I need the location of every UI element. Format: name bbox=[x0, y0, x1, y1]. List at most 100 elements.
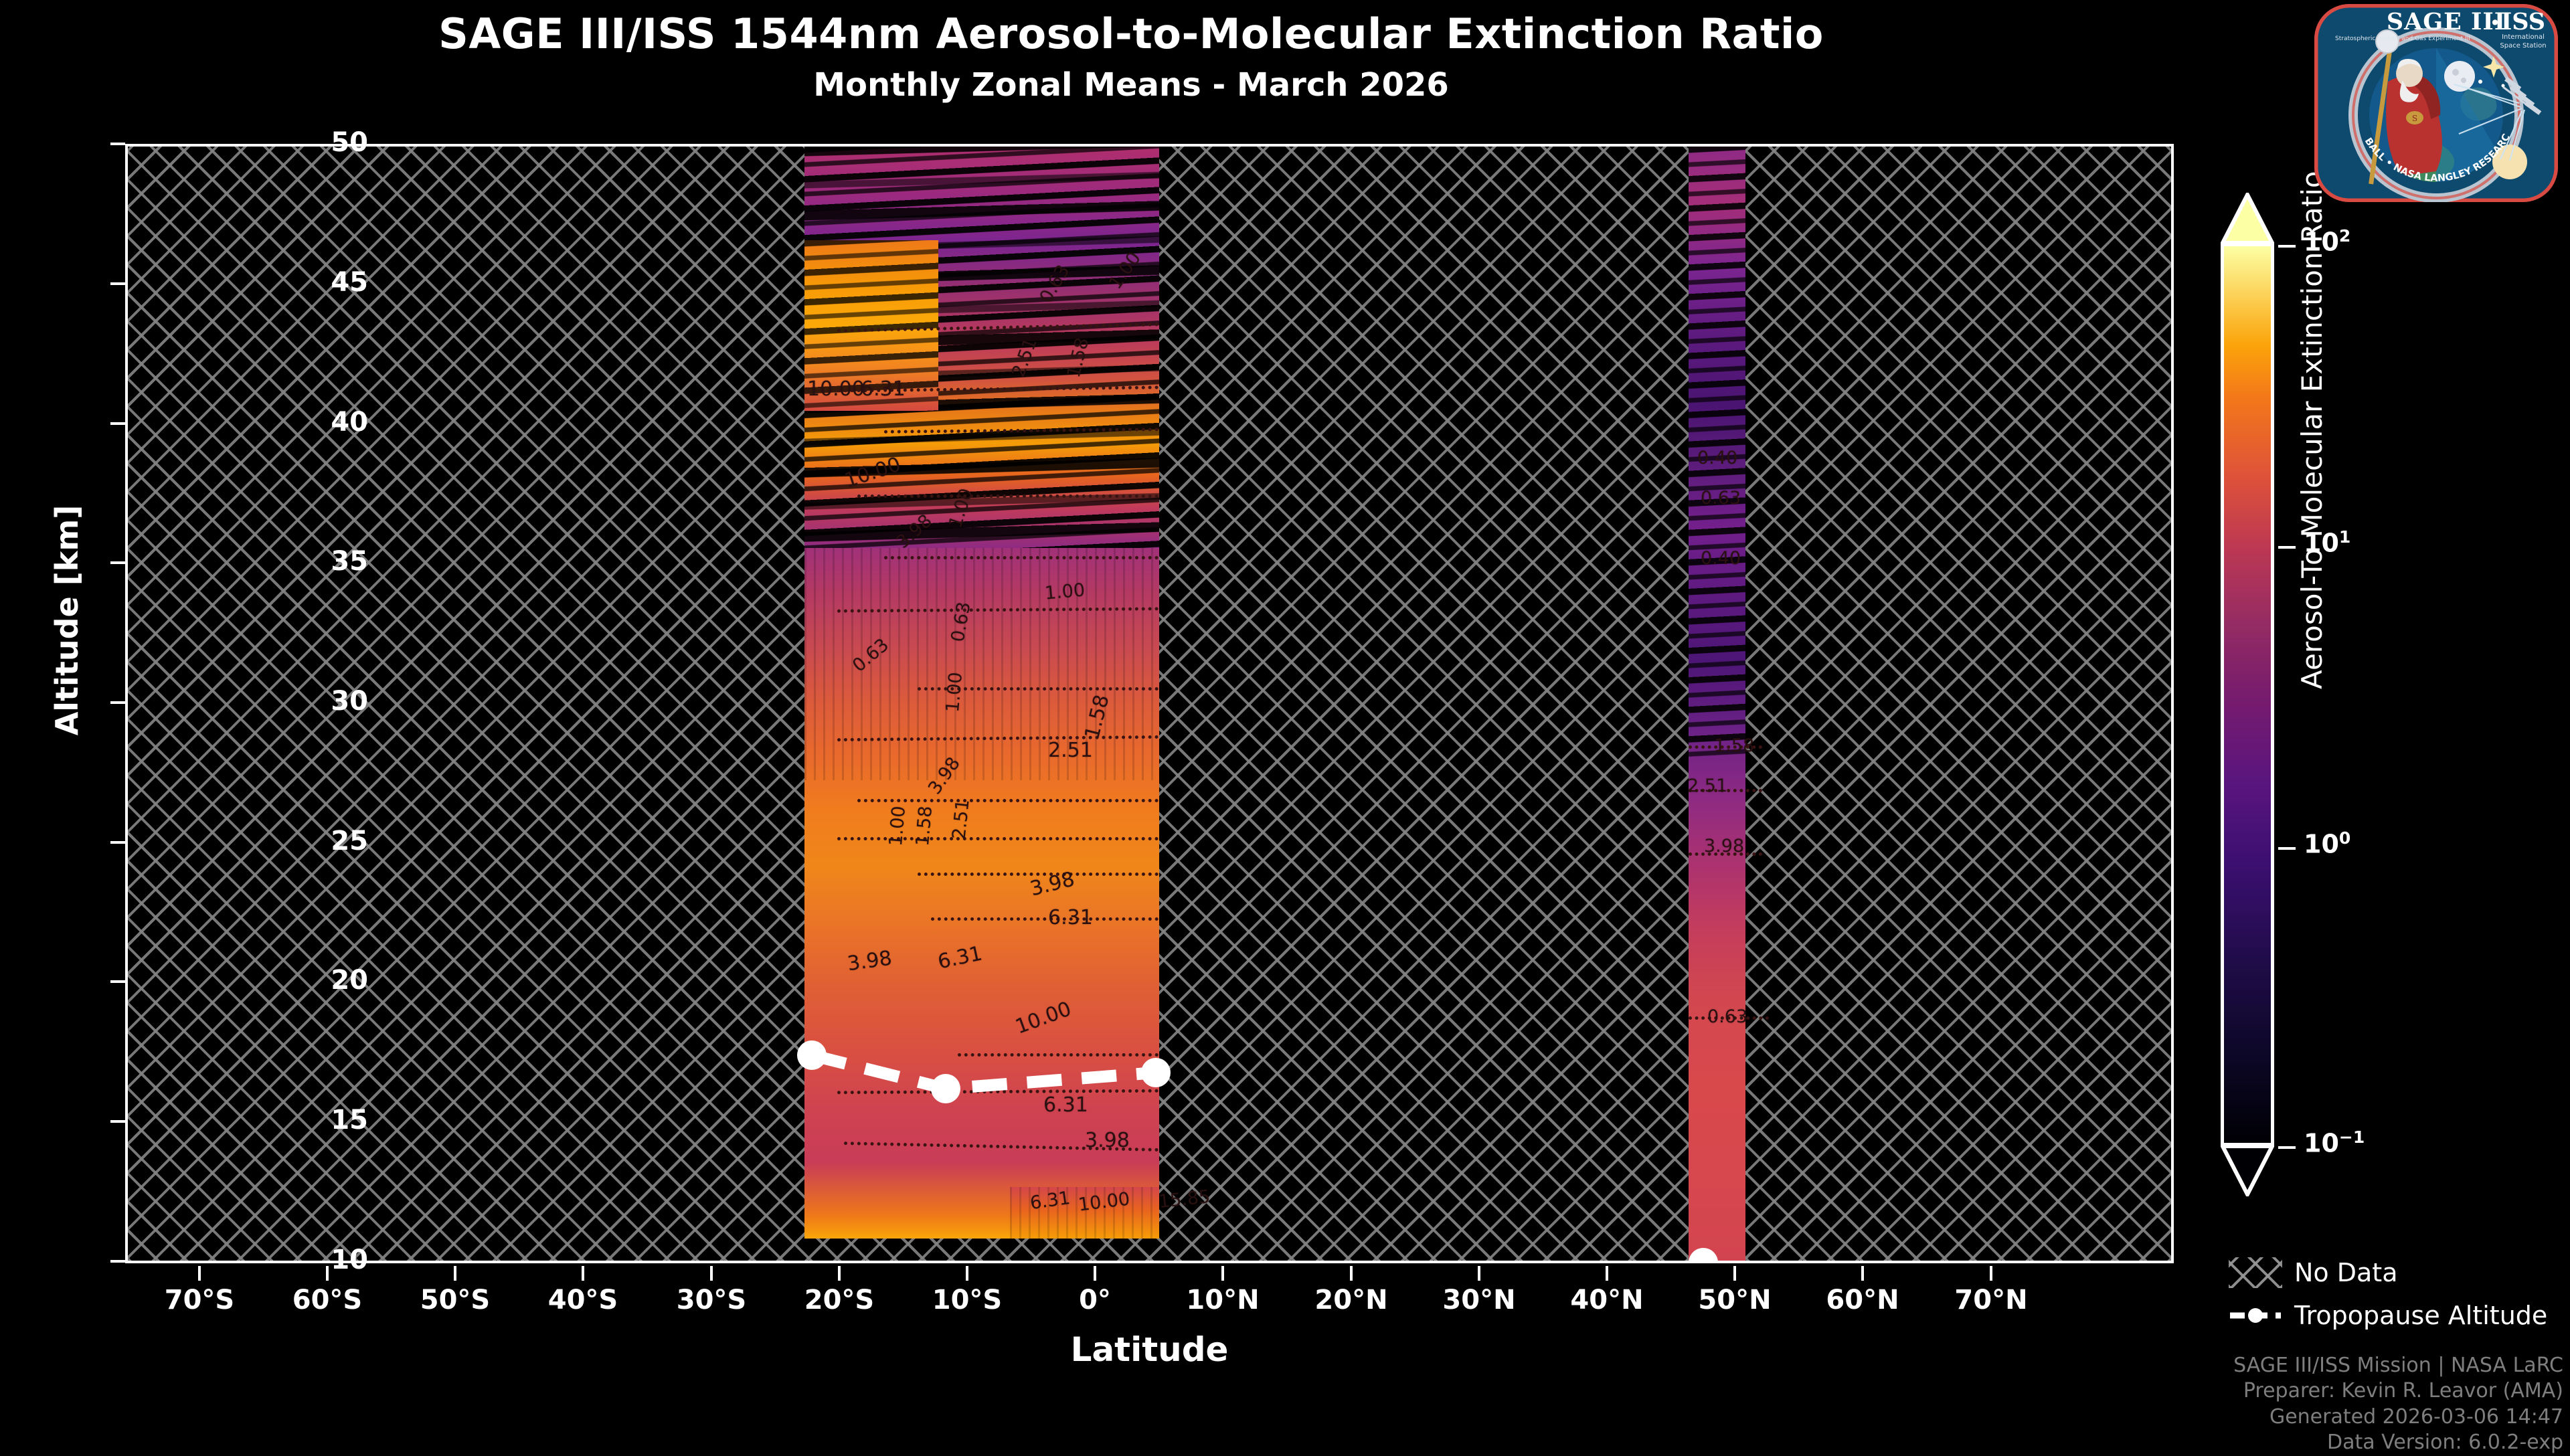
x-tick-mark bbox=[1990, 1266, 1992, 1281]
y-tick-label: 30 bbox=[331, 686, 368, 717]
colorbar-tick bbox=[2278, 1146, 2296, 1149]
y-tick-label: 15 bbox=[331, 1105, 368, 1135]
colorbar-gradient bbox=[2221, 243, 2274, 1146]
footer-line: Generated 2026-03-06 14:47 bbox=[2269, 1404, 2563, 1429]
y-tick-mark bbox=[110, 1120, 125, 1123]
contour-line bbox=[1689, 1016, 1769, 1020]
colorbar-tick-label: 10−1 bbox=[2304, 1127, 2365, 1158]
contour-line bbox=[884, 556, 1159, 559]
x-tick-mark bbox=[838, 1266, 841, 1281]
colorbar-extend-max-arrow bbox=[2221, 193, 2274, 245]
x-tick-mark bbox=[1606, 1266, 1608, 1281]
colorbar-tick-mantissa: 10 bbox=[2304, 227, 2339, 257]
contour-label: 1.00 bbox=[885, 805, 910, 847]
x-tick-label: 50°S bbox=[420, 1285, 491, 1315]
contour-label: 0.63 bbox=[1701, 488, 1741, 509]
y-tick-mark bbox=[110, 841, 125, 844]
y-tick-mark bbox=[110, 980, 125, 983]
contour-label: 6.31 bbox=[1043, 1093, 1088, 1117]
contour-line bbox=[931, 917, 1159, 921]
colorbar-tick-label: 100 bbox=[2304, 828, 2350, 859]
colorbar-tick-mantissa: 10 bbox=[2304, 829, 2339, 859]
colorbar-tick-exponent: 0 bbox=[2338, 828, 2351, 848]
contour-label: 2.51 bbox=[948, 798, 974, 841]
contour-line bbox=[1689, 852, 1762, 856]
x-tick-label: 10°N bbox=[1186, 1285, 1260, 1315]
x-tick-label: 60°S bbox=[292, 1285, 363, 1315]
contour-label: 6.31 bbox=[861, 377, 906, 401]
x-tick-mark bbox=[1094, 1266, 1096, 1281]
contour-line bbox=[958, 1053, 1159, 1057]
logo-dot: • bbox=[2490, 12, 2501, 34]
x-tick-label: 70°N bbox=[1954, 1285, 2028, 1315]
y-axis-label: Altitude [km] bbox=[49, 505, 85, 736]
contour-label: 0.40 bbox=[1701, 548, 1741, 569]
x-tick-label: 40°S bbox=[547, 1285, 618, 1315]
legend-item-no-data[interactable]: No Data bbox=[2229, 1251, 2570, 1294]
contour-label: 10.00 bbox=[807, 377, 865, 401]
y-tick-mark bbox=[110, 561, 125, 564]
contour-line bbox=[837, 837, 1159, 840]
x-tick-label: 0° bbox=[1079, 1285, 1111, 1315]
x-tick-label: 30°S bbox=[676, 1285, 747, 1315]
logo-subtitle-left: Stratospheric Aerosol and Gas Experiment… bbox=[2335, 35, 2470, 42]
contour-line bbox=[857, 494, 1159, 498]
legend-label: No Data bbox=[2294, 1258, 2398, 1287]
colorbar-tick bbox=[2278, 847, 2296, 850]
x-tick-label: 50°N bbox=[1698, 1285, 1772, 1315]
data-band-equatorial-extension bbox=[1010, 1187, 1159, 1239]
colorbar-tick-mantissa: 10 bbox=[2304, 528, 2339, 558]
x-tick-mark bbox=[454, 1266, 456, 1281]
x-tick-label: 40°N bbox=[1570, 1285, 1644, 1315]
colorbar[interactable]: 102 101 100 10−1 bbox=[2221, 193, 2365, 1196]
stripe-noise-overlay-north bbox=[1689, 147, 1745, 763]
colorbar-tick-exponent: 2 bbox=[2338, 226, 2351, 246]
contour-line bbox=[918, 687, 1159, 691]
colorbar-tick-exponent: 1 bbox=[2338, 527, 2351, 547]
x-tick-mark bbox=[1221, 1266, 1224, 1281]
footer-credits: SAGE III/ISS Mission | NASA LaRC Prepare… bbox=[1968, 1353, 2563, 1456]
y-tick-mark bbox=[110, 143, 125, 145]
page-subtitle: Monthly Zonal Means - March 2026 bbox=[813, 66, 1449, 104]
x-tick-label: 10°S bbox=[932, 1285, 1003, 1315]
data-hotspot-upper-south bbox=[804, 240, 938, 411]
y-tick-mark bbox=[110, 422, 125, 425]
y-tick-label: 45 bbox=[331, 267, 368, 298]
contour-label: 1.58 bbox=[912, 805, 937, 847]
contour-line bbox=[918, 873, 1159, 876]
footer-line: SAGE III/ISS Mission | NASA LaRC bbox=[2233, 1354, 2563, 1377]
x-tick-mark bbox=[1861, 1266, 1864, 1281]
heatmap-plot-area[interactable]: 10.00 6.31 10.00 1.00 3.98 2.51 1.58 1.0… bbox=[125, 144, 2174, 1263]
x-tick-mark bbox=[582, 1266, 584, 1281]
logo-subtitle-right-2: Space Station bbox=[2500, 42, 2546, 50]
x-tick-mark bbox=[1478, 1266, 1480, 1281]
x-tick-mark bbox=[1350, 1266, 1353, 1281]
logo-title-iss: ISS bbox=[2501, 8, 2545, 35]
contour-label: 6.31 bbox=[1048, 906, 1093, 929]
colorbar-tick bbox=[2278, 245, 2296, 248]
colorbar-extend-min-arrow bbox=[2221, 1144, 2274, 1196]
y-tick-label: 20 bbox=[331, 965, 368, 996]
colorbar-tick bbox=[2278, 546, 2296, 549]
colorbar-tick-exponent: −1 bbox=[2338, 1127, 2365, 1147]
contour-label: 0.63 bbox=[1707, 1006, 1748, 1027]
contour-label: 2.51 bbox=[1687, 776, 1728, 796]
footer-line: Preparer: Kevin R. Leavor (AMA) bbox=[2243, 1379, 2563, 1403]
y-tick-label: 50 bbox=[331, 127, 368, 158]
hatch-swatch-icon bbox=[2229, 1257, 2282, 1288]
legend-item-tropopause[interactable]: Tropopause Altitude bbox=[2229, 1294, 2570, 1337]
x-tick-label: 70°S bbox=[164, 1285, 235, 1315]
logo-title: SAGE III bbox=[2387, 8, 2506, 35]
contour-line bbox=[1689, 789, 1762, 792]
sage-iii-iss-mission-patch-logo: S SAGE III bbox=[2314, 4, 2558, 202]
dashed-marker-line-icon bbox=[2229, 1300, 2282, 1331]
contour-label: 1.00 bbox=[942, 671, 967, 713]
colorbar-tick-label: 101 bbox=[2304, 527, 2350, 558]
x-tick-label: 20°S bbox=[804, 1285, 875, 1315]
x-tick-label: 60°N bbox=[1826, 1285, 1899, 1315]
x-tick-mark bbox=[710, 1266, 713, 1281]
x-tick-mark bbox=[326, 1266, 329, 1281]
x-tick-mark bbox=[1733, 1266, 1736, 1281]
title-block: SAGE III/ISS 1544nm Aerosol-to-Molecular… bbox=[0, 12, 2262, 104]
colorbar-tick-mantissa: 10 bbox=[2304, 1128, 2339, 1158]
